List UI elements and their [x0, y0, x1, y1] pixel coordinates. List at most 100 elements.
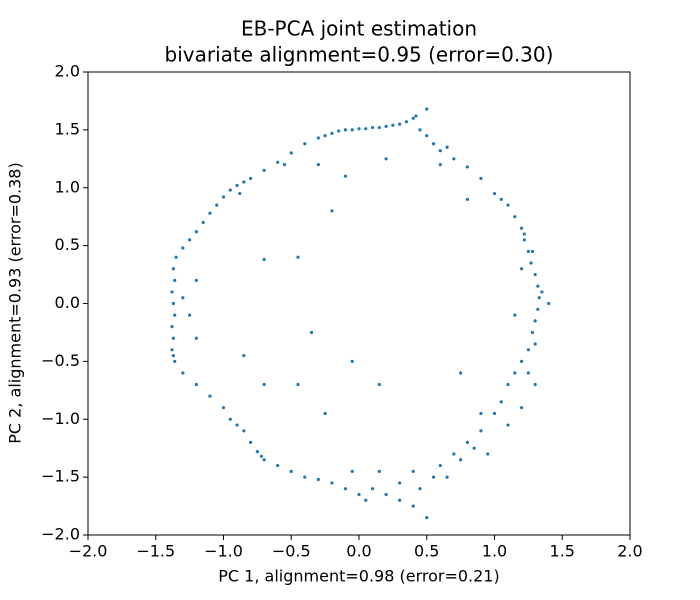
- scatter-point: [215, 203, 219, 207]
- scatter-point: [506, 423, 510, 427]
- scatter-point: [188, 238, 192, 242]
- scatter-point: [522, 232, 526, 236]
- scatter-point: [526, 249, 530, 254]
- scatter-point: [330, 131, 334, 135]
- scatter-point: [547, 301, 551, 306]
- scatter-point: [181, 246, 185, 250]
- scatter-point: [398, 498, 402, 502]
- y-axis-label: PC 2, alignment=0.93 (error=0.38): [6, 162, 25, 443]
- scatter-point: [431, 475, 436, 479]
- scatter-point: [431, 142, 436, 146]
- y-tick-label: 0.0: [55, 293, 80, 312]
- y-tick-label: −0.5: [41, 351, 80, 370]
- scatter-point: [370, 125, 375, 130]
- scatter-point: [343, 487, 348, 491]
- scatter-point: [506, 382, 510, 387]
- scatter-point: [533, 382, 537, 387]
- scatter-point: [262, 168, 266, 172]
- scatter-point: [276, 160, 280, 164]
- chart-subtitle: bivariate alignment=0.95 (error=0.30): [165, 43, 554, 67]
- scatter-point: [459, 371, 463, 375]
- scatter-point: [418, 487, 422, 491]
- scatter-point: [350, 128, 354, 132]
- y-tick-label: −1.0: [41, 409, 80, 428]
- y-tick-label: −1.5: [41, 467, 80, 486]
- scatter-point: [201, 220, 205, 225]
- scatter-point: [170, 348, 174, 352]
- scatter-point: [350, 469, 354, 473]
- scatter-point: [472, 446, 476, 450]
- scatter-point: [173, 278, 177, 282]
- scatter-point: [171, 267, 175, 271]
- scatter-point: [316, 163, 320, 167]
- scatter-point: [492, 191, 497, 196]
- scatter-point: [533, 272, 537, 277]
- scatter-point: [171, 336, 175, 340]
- scatter-point: [350, 359, 354, 363]
- scatter-point: [221, 195, 226, 199]
- scatter-point: [364, 498, 368, 502]
- scatter-point: [520, 226, 524, 230]
- scatter-point: [540, 290, 544, 294]
- scatter-point: [249, 176, 253, 181]
- y-tick-label: −2.0: [41, 525, 80, 544]
- scatter-point: [228, 417, 232, 421]
- scatter-point: [289, 151, 293, 155]
- scatter-point: [173, 313, 177, 317]
- scatter-point: [343, 128, 348, 132]
- scatter-point: [303, 475, 307, 479]
- scatter-point: [316, 136, 320, 140]
- x-tick-label: −1.5: [136, 542, 175, 561]
- scatter-point: [255, 450, 259, 454]
- scatter-point: [499, 197, 503, 201]
- scatter-point: [370, 487, 375, 491]
- y-tick-label: 0.5: [55, 235, 80, 254]
- scatter-point: [459, 458, 463, 462]
- scatter-point: [398, 122, 402, 126]
- scatter-point: [486, 452, 490, 456]
- scatter-point: [520, 406, 524, 410]
- scatter-point: [171, 301, 175, 306]
- scatter-point: [221, 406, 226, 410]
- scatter-point: [384, 157, 388, 161]
- scatter-point: [181, 371, 185, 375]
- scatter-point: [235, 423, 239, 427]
- scatter-point: [404, 120, 409, 124]
- scatter-point: [520, 359, 524, 363]
- scatter-point: [529, 261, 533, 265]
- x-tick-label: 0.5: [414, 542, 439, 561]
- scatter-point: [249, 440, 253, 444]
- scatter-point: [357, 127, 361, 131]
- scatter-point: [425, 134, 429, 138]
- scatter-point: [425, 516, 429, 520]
- scatter-point: [452, 452, 456, 456]
- y-tick-label: 1.5: [55, 119, 80, 138]
- x-tick-label: 1.0: [482, 542, 507, 561]
- scatter-point: [513, 215, 517, 219]
- scatter-point: [465, 165, 469, 169]
- scatter-point: [499, 400, 503, 404]
- scatter-point: [513, 313, 517, 317]
- x-tick-label: 1.5: [550, 542, 575, 561]
- scatter-point: [384, 124, 388, 129]
- scatter-point: [452, 157, 456, 161]
- scatter-point: [425, 107, 429, 111]
- scatter-point: [418, 128, 422, 132]
- scatter-point: [411, 116, 415, 120]
- chart-title: EB-PCA joint estimation: [241, 17, 477, 41]
- scatter-point: [438, 463, 442, 468]
- y-tick-label: 1.0: [55, 177, 80, 196]
- scatter-point: [377, 469, 381, 473]
- scatter-point: [522, 238, 526, 242]
- scatter-point: [526, 348, 530, 352]
- y-tick-label: 2.0: [55, 62, 80, 81]
- scatter-point: [208, 211, 212, 215]
- scatter-point: [384, 492, 388, 497]
- scatter-point: [262, 458, 266, 462]
- scatter-point: [530, 249, 535, 254]
- x-tick-label: −0.5: [272, 542, 311, 561]
- scatter-point: [323, 134, 327, 138]
- scatter-point: [262, 257, 266, 262]
